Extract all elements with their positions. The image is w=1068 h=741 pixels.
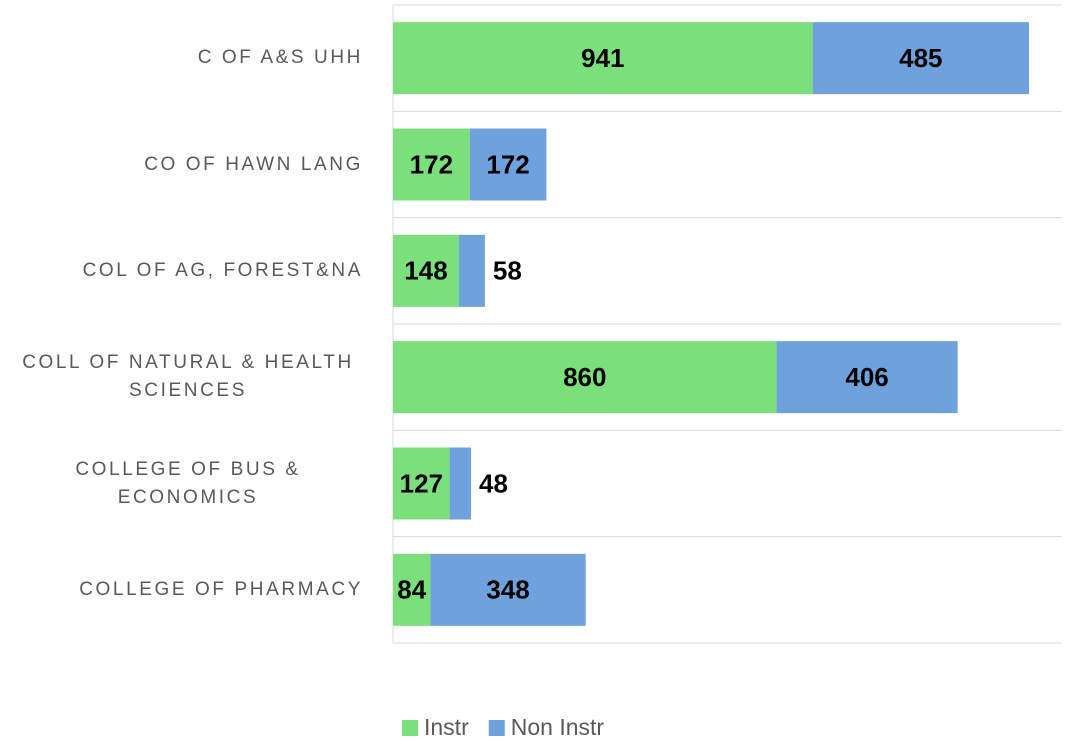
- value-label: 406: [845, 362, 888, 392]
- value-label: 941: [581, 43, 624, 73]
- category-label: C OF A&S UHH: [13, 8, 363, 108]
- value-label: 348: [486, 575, 529, 605]
- category-text: COLLEGE OF PHARMACY: [79, 578, 363, 600]
- category-label: COLLEGE OF PHARMACY: [13, 540, 363, 640]
- value-label: 58: [493, 256, 522, 286]
- value-label: 148: [404, 256, 447, 286]
- bar-segment: [393, 22, 813, 95]
- category-text: COLL OF NATURAL & HEALTH SCIENCES: [22, 352, 354, 402]
- bar-segment: [812, 22, 1029, 95]
- value-label: 485: [899, 43, 942, 73]
- value-label: 172: [486, 149, 529, 179]
- bar-segment: [430, 553, 586, 626]
- bar-segment: [393, 553, 431, 626]
- legend-swatch: [402, 720, 418, 736]
- bar-segment: [459, 234, 485, 307]
- category-text: C OF A&S UHH: [197, 47, 363, 69]
- bar-segment: [393, 447, 450, 520]
- legend-swatch: [488, 720, 505, 736]
- category-text: COLLEGE OF BUS & ECONOMICS: [75, 458, 301, 508]
- legend-label: Instr: [424, 714, 469, 740]
- value-label: 84: [397, 575, 426, 605]
- category-text: CO OF HAWN LANG: [144, 153, 363, 175]
- value-label: 127: [400, 468, 443, 498]
- bar-segment: [393, 341, 777, 414]
- bar-segment: [393, 128, 470, 201]
- legend-label: Non Instr: [511, 714, 605, 740]
- category-label: COLLEGE OF BUS & ECONOMICS: [13, 434, 363, 534]
- category-label: COLL OF NATURAL & HEALTH SCIENCES: [13, 327, 363, 427]
- value-label: 172: [410, 149, 453, 179]
- category-text: COL OF AG, FOREST&NA: [82, 259, 363, 281]
- value-label: 860: [563, 362, 606, 392]
- category-label: CO OF HAWN LANG: [13, 115, 363, 215]
- bar-segment: [776, 341, 958, 414]
- bar-segment: [469, 128, 547, 201]
- category-label: COL OF AG, FOREST&NA: [13, 221, 363, 321]
- bar-segment: [393, 234, 460, 307]
- value-label: 48: [479, 468, 508, 498]
- bar-segment: [449, 447, 472, 520]
